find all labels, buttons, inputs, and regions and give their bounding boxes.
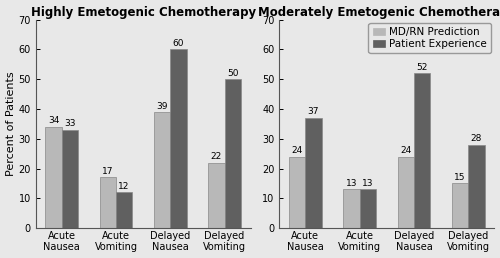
Bar [452, 183, 468, 228]
Text: 12: 12 [118, 182, 130, 191]
Title: Highly Emetogenic Chemotherapy: Highly Emetogenic Chemotherapy [30, 6, 256, 19]
Bar [208, 163, 224, 228]
Text: 33: 33 [64, 119, 76, 128]
Y-axis label: Percent of Patients: Percent of Patients [6, 71, 16, 176]
Bar [46, 127, 62, 228]
Bar [414, 73, 430, 228]
Text: 24: 24 [292, 146, 302, 155]
Text: 39: 39 [156, 101, 168, 110]
Bar [170, 50, 186, 228]
Legend: MD/RN Prediction, Patient Experience: MD/RN Prediction, Patient Experience [368, 23, 491, 53]
Bar [154, 112, 170, 228]
Text: 52: 52 [416, 63, 428, 72]
Bar [468, 145, 484, 228]
Text: 13: 13 [346, 179, 357, 188]
Text: 34: 34 [48, 116, 59, 125]
Bar [224, 79, 241, 228]
Bar [100, 178, 116, 228]
Title: Moderately Emetogenic Chemotherapy: Moderately Emetogenic Chemotherapy [258, 6, 500, 19]
Text: 22: 22 [211, 152, 222, 161]
Text: 50: 50 [227, 69, 238, 78]
Bar [398, 157, 414, 228]
Bar [344, 189, 359, 228]
Text: 60: 60 [172, 39, 184, 48]
Text: 37: 37 [308, 107, 319, 116]
Bar [289, 157, 306, 228]
Bar [116, 192, 132, 228]
Text: 17: 17 [102, 167, 114, 176]
Text: 28: 28 [470, 134, 482, 143]
Bar [360, 189, 376, 228]
Text: 13: 13 [362, 179, 374, 188]
Text: 15: 15 [454, 173, 466, 182]
Text: 24: 24 [400, 146, 411, 155]
Bar [306, 118, 322, 228]
Bar [62, 130, 78, 228]
